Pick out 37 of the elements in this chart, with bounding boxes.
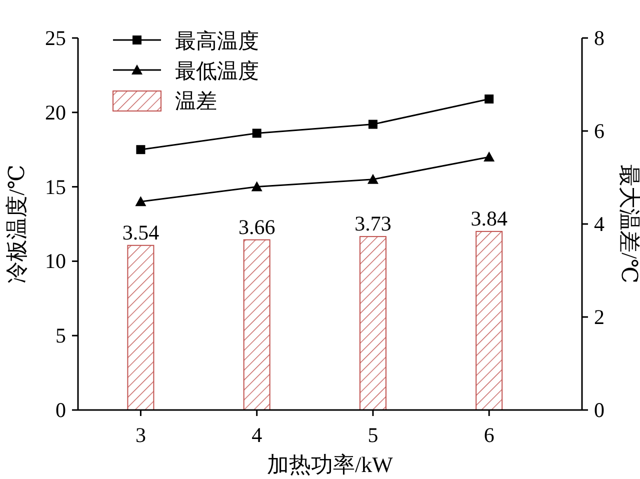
point <box>484 94 494 104</box>
y2-tick-label: 0 <box>594 398 604 422</box>
point <box>368 120 378 129</box>
y2-axis-title: 最大温差/℃ <box>617 164 640 284</box>
y2-tick-label: 6 <box>594 119 604 143</box>
point <box>367 174 378 184</box>
data-label: 3.73 <box>354 212 392 236</box>
data-label: 3.84 <box>470 206 508 230</box>
x-tick-label: 6 <box>484 423 494 447</box>
legend-label: 最高温度 <box>175 29 259 53</box>
legend-label: 温差 <box>175 89 217 113</box>
y-axis-title: 冷板温度/℃ <box>4 164 29 284</box>
x-axis-title: 加热功率/kW <box>267 452 394 477</box>
x-tick-label: 5 <box>368 423 378 447</box>
bar <box>359 236 386 410</box>
point <box>484 152 495 162</box>
point <box>251 181 262 192</box>
data-label: 3.54 <box>122 220 160 244</box>
y-tick-label: 25 <box>45 26 66 50</box>
point <box>252 128 262 138</box>
point <box>135 196 146 206</box>
y2-tick-label: 2 <box>594 305 604 329</box>
x-tick-label: 3 <box>135 423 146 447</box>
legend-label: 最低温度 <box>175 59 259 83</box>
y-tick-label: 5 <box>56 324 66 348</box>
y-tick-label: 20 <box>45 100 66 124</box>
y2-tick-label: 4 <box>594 212 605 236</box>
y-tick-label: 15 <box>45 174 66 199</box>
bar <box>243 239 270 410</box>
x-tick-label: 4 <box>252 423 263 447</box>
bar <box>476 230 503 410</box>
y-tick-label: 0 <box>56 398 66 422</box>
y2-tick-label: 8 <box>594 26 604 50</box>
point <box>136 145 146 154</box>
y-tick-label: 10 <box>45 249 66 274</box>
data-label: 3.66 <box>238 214 276 239</box>
bar <box>127 244 154 410</box>
